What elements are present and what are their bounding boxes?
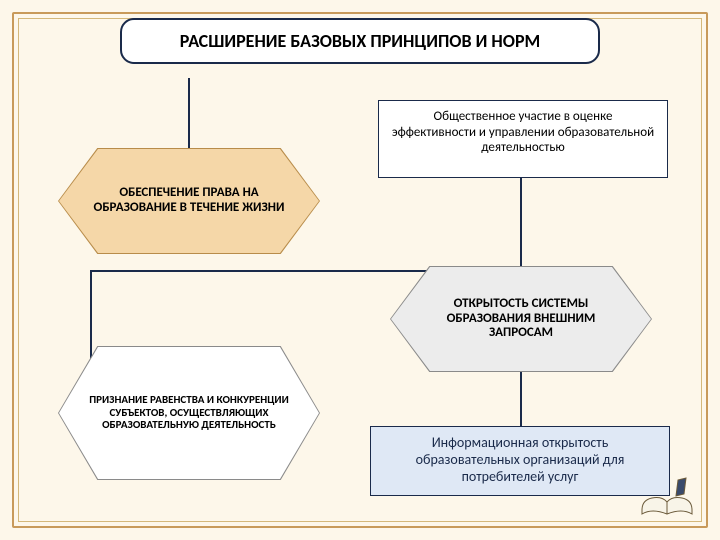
connector-h1-right-up	[520, 178, 522, 270]
book-pen	[676, 478, 686, 496]
hex-openness-text: ОТКРЫТОСТЬ СИСТЕМЫ ОБРАЗОВАНИЯ ВНЕШНИМ З…	[418, 297, 624, 342]
box-info-openness-text: Информационная открытость образовательны…	[416, 434, 625, 485]
hex-right-to-education: ОБЕСПЕЧЕНИЕ ПРАВА НА ОБРАЗОВАНИЕ В ТЕЧЕН…	[58, 148, 320, 254]
connector-title-down	[188, 78, 190, 148]
hex-equality-text: ПРИЗНАНИЕ РАВЕНСТВА И КОНКУРЕНЦИИ СУБЪЕК…	[86, 394, 292, 432]
hex-openness: ОТКРЫТОСТЬ СИСТЕМЫ ОБРАЗОВАНИЯ ВНЕШНИМ З…	[390, 266, 652, 372]
hex-right-edu-text: ОБЕСПЕЧЕНИЕ ПРАВА НА ОБРАЗОВАНИЕ В ТЕЧЕН…	[86, 186, 292, 216]
title-box: РАСШИРЕНИЕ БАЗОВЫХ ПРИНЦИПОВ И НОРМ	[120, 18, 600, 64]
open-book-icon	[638, 476, 696, 520]
box-public-participation-text: Общественное участие в оценке эффективно…	[392, 109, 654, 155]
box-public-participation: Общественное участие в оценке эффективно…	[378, 100, 668, 178]
hex-equality-competition: ПРИЗНАНИЕ РАВЕНСТВА И КОНКУРЕНЦИИ СУБЪЕК…	[58, 346, 320, 480]
slide-root: РАСШИРЕНИЕ БАЗОВЫХ ПРИНЦИПОВ И НОРМ Обще…	[0, 0, 720, 540]
title-text: РАСШИРЕНИЕ БАЗОВЫХ ПРИНЦИПОВ И НОРМ	[180, 30, 541, 52]
box-info-openness: Информационная открытость образовательны…	[370, 426, 670, 496]
connector-open-down	[520, 372, 522, 426]
